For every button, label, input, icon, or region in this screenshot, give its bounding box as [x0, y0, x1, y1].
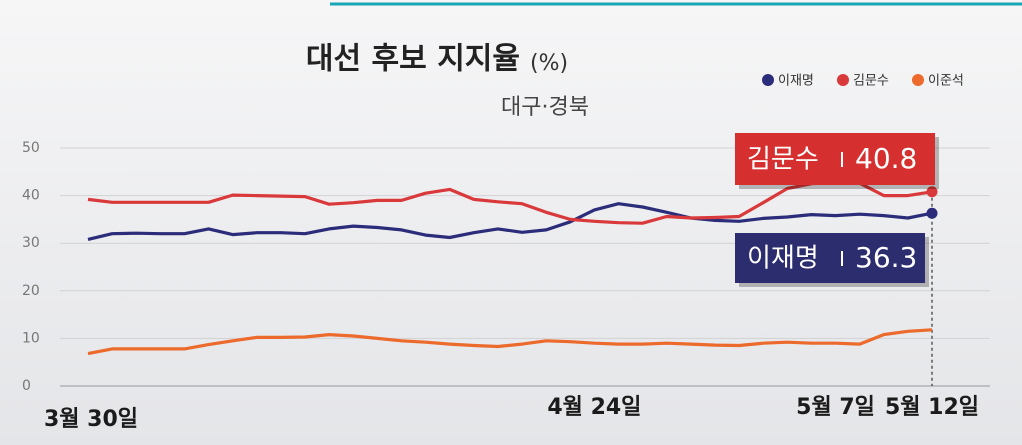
- series-line: [87, 180, 933, 225]
- y-tick-label: 50: [22, 140, 40, 156]
- callout-value: 36.3: [855, 241, 917, 274]
- series-line: [87, 202, 933, 241]
- legend-swatch: [837, 74, 849, 86]
- chart-title: 대선 후보 지지율: [306, 42, 520, 77]
- x-tick-label: 4월 24일: [547, 395, 641, 420]
- legend-swatch: [762, 74, 774, 86]
- y-tick-label: 10: [22, 330, 40, 346]
- y-tick-label: 30: [22, 235, 40, 251]
- x-tick-label: 5월 12일: [885, 395, 979, 420]
- legend: 이재명 김문수 이준석: [762, 74, 964, 89]
- callout-box: [735, 133, 935, 185]
- y-tick-label: 20: [22, 283, 40, 299]
- legend-label: 김문수: [853, 74, 889, 89]
- y-tick-label: 40: [22, 188, 40, 204]
- legend-swatch: [912, 74, 924, 86]
- legend-label: 이준석: [928, 74, 964, 89]
- y-tick-label: 0: [22, 378, 31, 394]
- chart-subtitle: 대구·경북: [501, 95, 589, 120]
- callout-name: 김문수: [747, 145, 819, 175]
- callout-value: 40.8: [855, 142, 917, 175]
- series-line: [87, 328, 933, 356]
- end-point: [926, 207, 938, 219]
- callout-name: 이재명: [747, 244, 819, 274]
- legend-label: 이재명: [778, 74, 814, 89]
- chart-unit: (%): [530, 51, 568, 76]
- x-tick-label: 3월 30일: [44, 407, 138, 432]
- end-point: [926, 186, 938, 198]
- plot: 0 10 20 30 40 50 3월 30일 4월 24일 5월 7일 5월 12일 김문수 40.…: [22, 133, 990, 432]
- x-tick-label: 5월 7일: [796, 395, 875, 420]
- callout-box: [735, 233, 925, 283]
